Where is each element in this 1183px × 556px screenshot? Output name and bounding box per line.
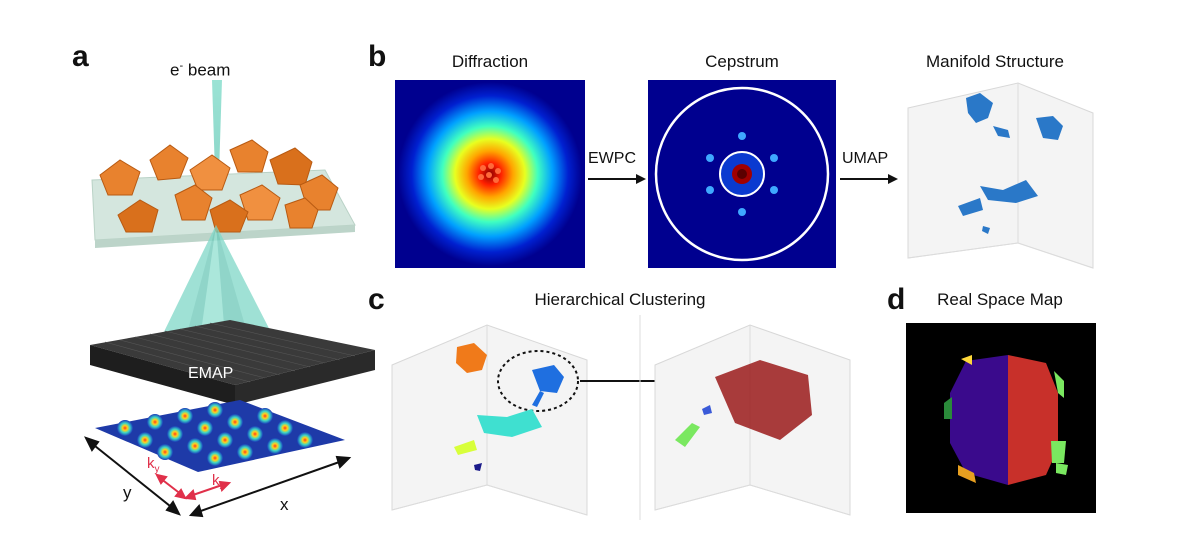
subcluster-green: [675, 423, 700, 447]
cluster-navy: [474, 463, 482, 471]
ewpc-label: EWPC: [588, 150, 636, 167]
cluster-cyan: [477, 409, 542, 437]
beam-label-sup: -: [179, 60, 184, 72]
region-red: [1008, 355, 1058, 485]
diffraction-title: Diffraction: [451, 52, 529, 71]
umap-label: UMAP: [842, 150, 889, 167]
cepstrum-peaks: [706, 132, 778, 216]
region-purple: [950, 355, 1008, 485]
panel-d-letter: d: [887, 283, 906, 316]
manifold-plot: [907, 82, 1094, 269]
umap-arrow: [840, 174, 898, 184]
cepstrum-image: [648, 80, 836, 268]
pixel-detector: [90, 320, 375, 405]
cluster-yellow: [454, 440, 477, 455]
cepstrum-outer-ring: [654, 86, 830, 262]
cepstrum-inner-ring: [719, 151, 765, 197]
cluster-plot-right: [639, 315, 851, 520]
ewpc-arrow: [588, 174, 646, 184]
beam-label: e- beam: [170, 60, 230, 81]
crystals: [99, 139, 339, 233]
diffraction-image: [395, 80, 585, 268]
kx-label-k: k: [212, 472, 220, 489]
ky-label-sub: y: [154, 464, 160, 475]
ky-label: ky: [147, 455, 160, 475]
real-space-title: Real Space Map: [937, 290, 1063, 309]
detector-label: EMAP: [188, 365, 234, 382]
cluster-plot-left: [391, 324, 588, 516]
panel-c-letter: c: [368, 283, 385, 316]
manifold-title: Manifold Structure: [926, 52, 1064, 71]
incident-beam: [212, 80, 222, 205]
diffraction-center-spots: [478, 163, 501, 183]
kx-label: kx: [212, 472, 225, 492]
manifold-points: [958, 93, 1063, 234]
diffraction-spots: [117, 402, 313, 466]
panel-a-letter: a: [72, 40, 89, 73]
kx-label-sub: x: [219, 481, 225, 492]
panel-b-letter: b: [368, 40, 387, 73]
cepstrum-title: Cepstrum: [705, 52, 779, 71]
cluster-blue: [532, 365, 564, 393]
ky-label-k: k: [147, 455, 155, 472]
beam-label-e: e: [170, 60, 180, 80]
real-space-map: [906, 323, 1096, 513]
axis-y-label: y: [123, 483, 132, 502]
beam-label-suffix: beam: [183, 60, 231, 80]
clustering-title: Hierarchical Clustering: [534, 290, 706, 309]
axis-x-label: x: [280, 495, 289, 514]
subcluster-red: [715, 360, 812, 440]
k-arrows: [155, 473, 232, 501]
panel-a-illustration: [84, 80, 375, 518]
axis-arrows: [84, 436, 352, 518]
selection-ellipse: [497, 350, 579, 412]
cluster-orange: [456, 343, 487, 373]
region-green: [1054, 371, 1064, 398]
detector-grid: [104, 322, 356, 383]
